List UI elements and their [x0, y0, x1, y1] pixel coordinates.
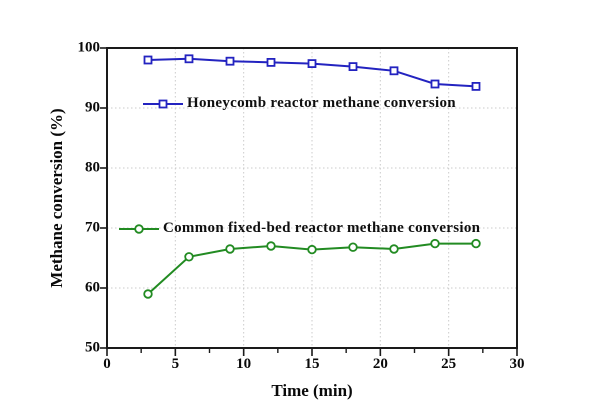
- data-point-circle: [143, 289, 153, 299]
- y-tick-label: 50: [85, 339, 100, 356]
- legend-marker-svg: [119, 224, 159, 234]
- legend-label: Honeycomb reactor methane conversion: [187, 94, 456, 111]
- y-tick-label: 90: [85, 99, 100, 116]
- square-marker-icon: [143, 97, 183, 109]
- data-point-circle: [266, 241, 276, 251]
- data-point-square: [266, 58, 276, 67]
- y-tick-label: 60: [85, 279, 100, 296]
- legend-marker-svg: [143, 99, 183, 109]
- data-point-circle: [307, 244, 317, 255]
- data-point-square: [471, 82, 481, 91]
- y-tick-label: 70: [85, 219, 100, 236]
- legend-honeycomb-series: Honeycomb reactor methane conversion: [143, 95, 456, 111]
- data-point-circle: [225, 244, 235, 254]
- x-tick-label: 20: [372, 356, 388, 372]
- data-point-circle: [430, 238, 440, 249]
- data-point-square: [143, 55, 153, 65]
- legend-square-marker: [158, 99, 168, 109]
- data-point-circle: [389, 244, 399, 254]
- x-tick-label: 25: [441, 356, 457, 372]
- data-point-square: [389, 66, 399, 76]
- data-point-square: [307, 59, 317, 68]
- legend-fixed-bed-series: Common fixed-bed reactor methane convers…: [119, 220, 480, 236]
- data-point-circle: [184, 252, 194, 262]
- data-point-square: [225, 56, 235, 66]
- data-point-square: [430, 79, 440, 89]
- x-tick-label: 15: [304, 356, 320, 372]
- x-tick-label: 0: [103, 356, 111, 372]
- data-point-circle: [348, 242, 358, 252]
- y-tick-label: 100: [77, 39, 101, 56]
- data-point-square: [348, 62, 358, 71]
- axes-frame: [106, 47, 518, 349]
- y-axis-title: Methane conversion (%): [47, 108, 66, 288]
- x-tick-label: 10: [236, 356, 252, 372]
- legend-label: Common fixed-bed reactor methane convers…: [163, 219, 481, 236]
- x-axis-title: Time (min): [271, 381, 353, 400]
- circle-marker-icon: [119, 222, 159, 234]
- x-tick-label: 30: [509, 356, 525, 372]
- data-point-square: [184, 54, 194, 64]
- y-tick-label: 80: [85, 159, 100, 176]
- x-tick-label: 5: [171, 356, 180, 372]
- legend-circle-marker: [134, 224, 144, 234]
- data-point-circle: [471, 238, 481, 249]
